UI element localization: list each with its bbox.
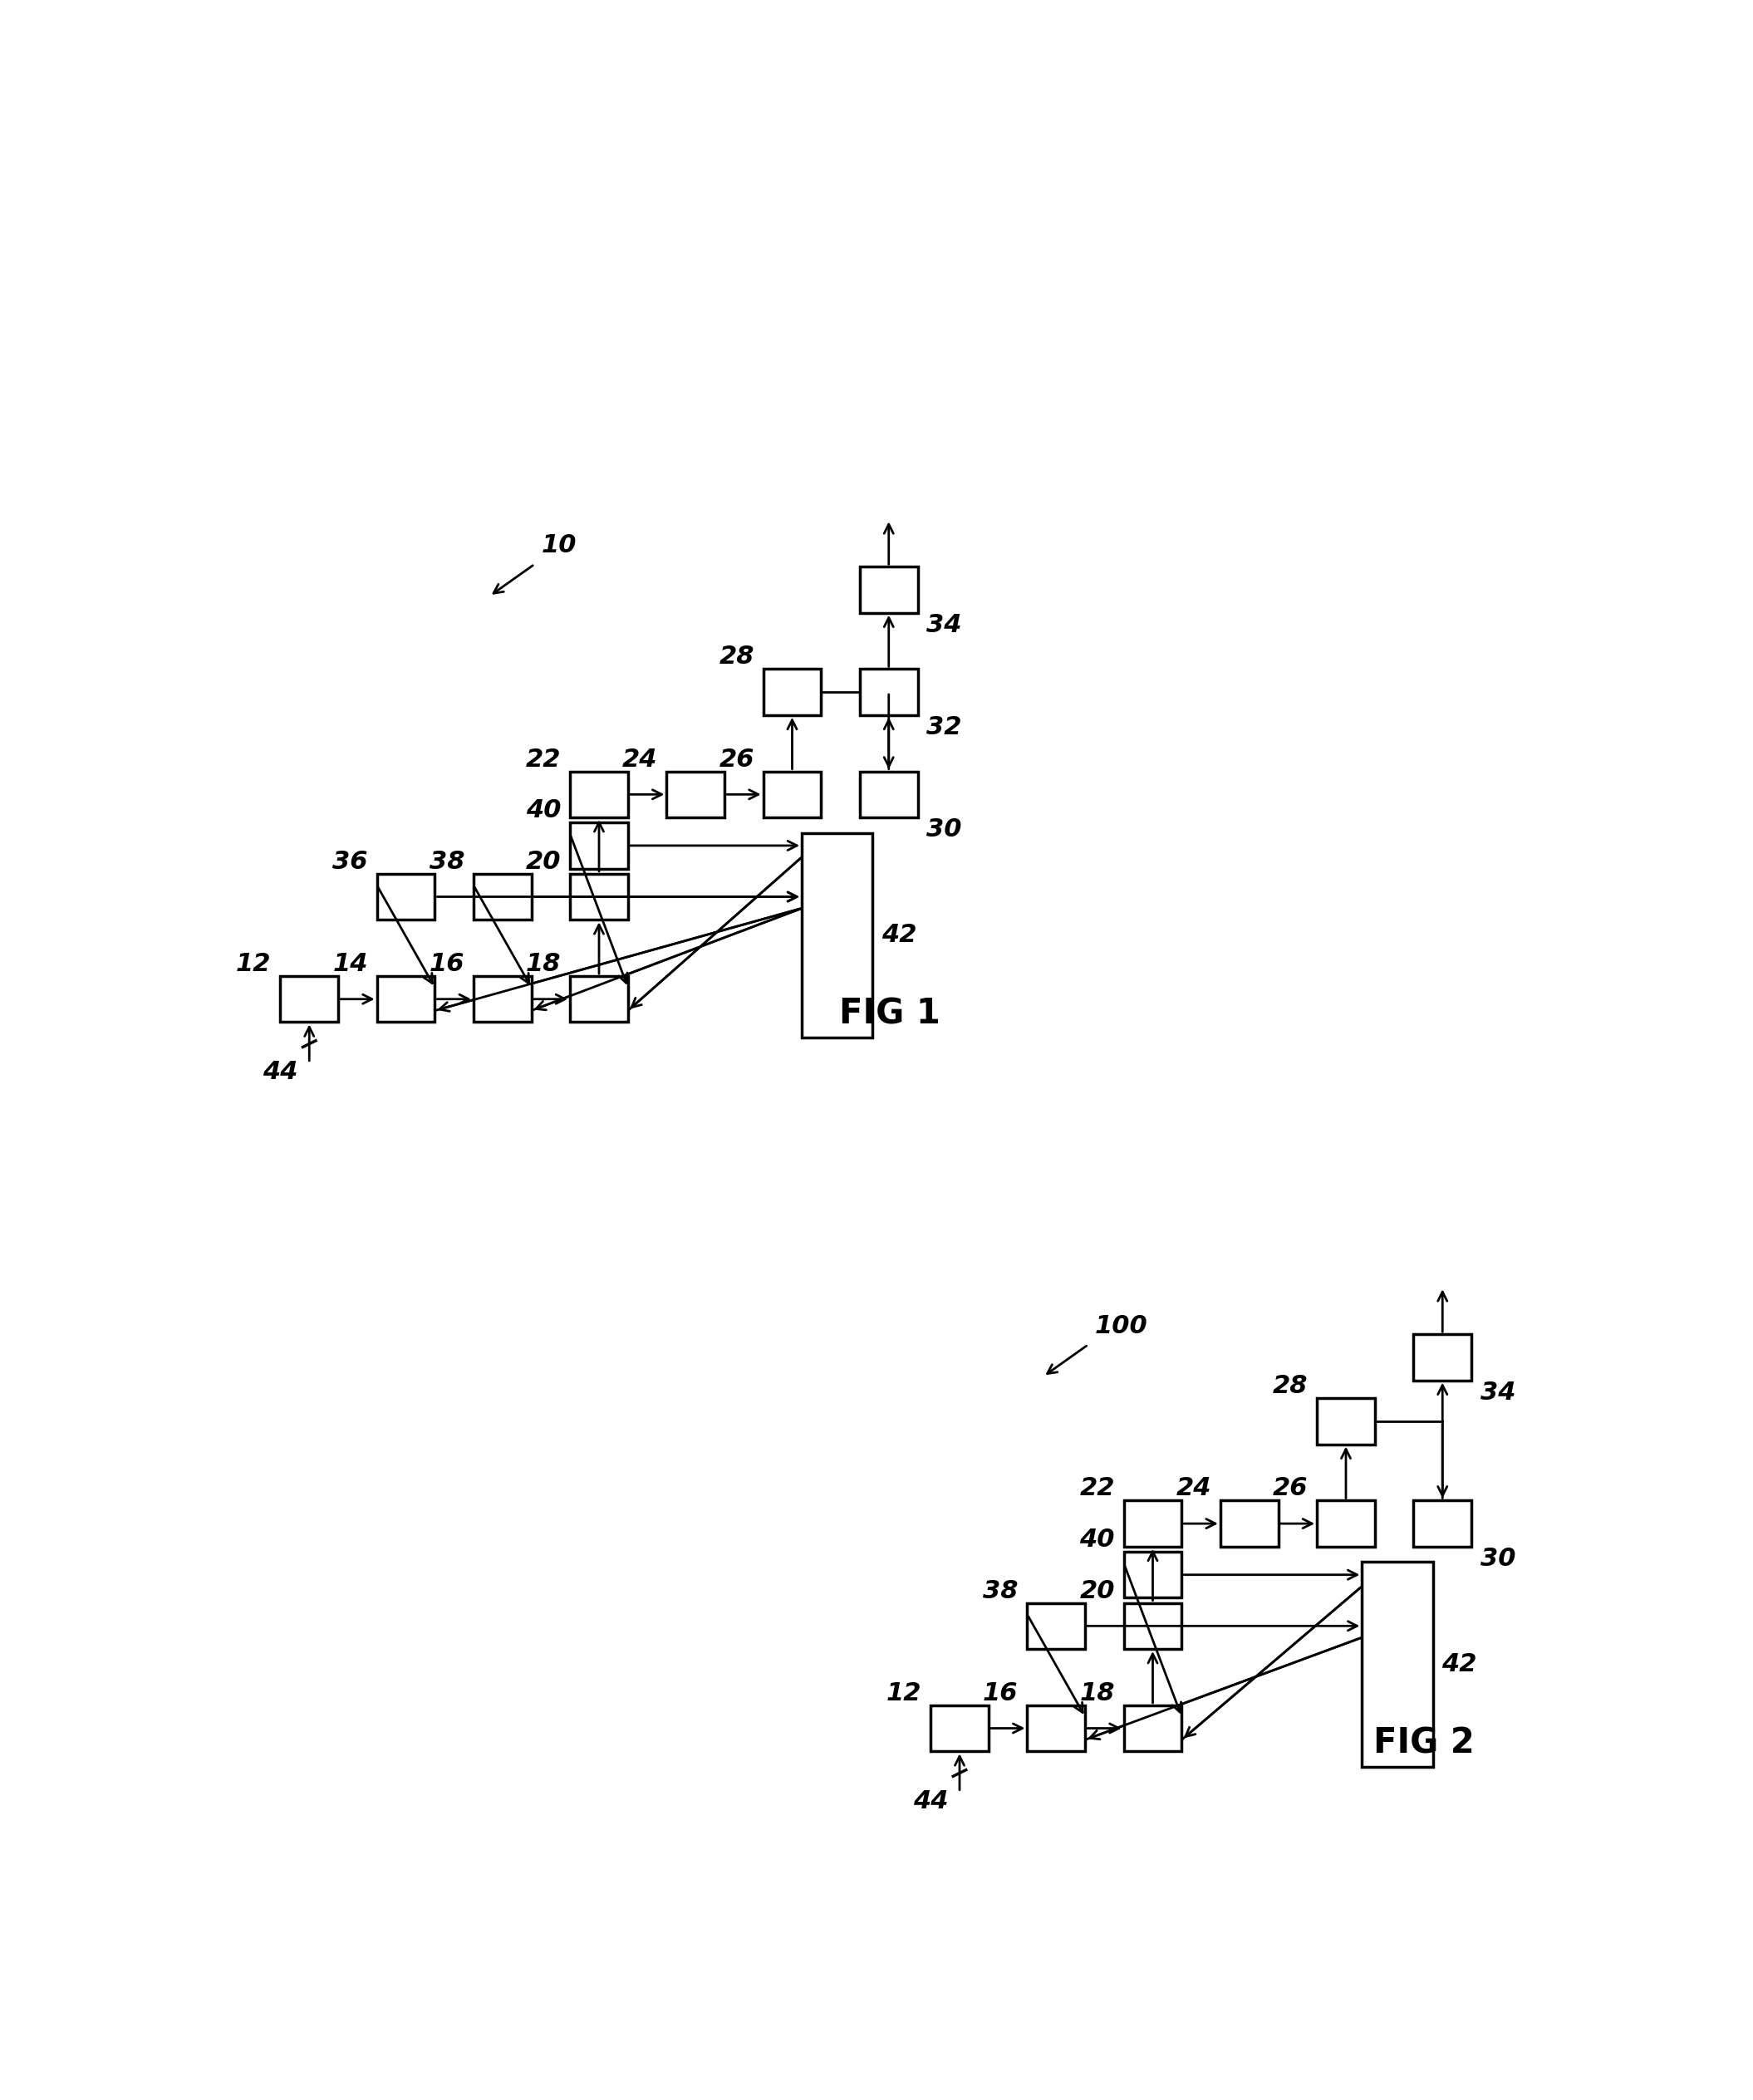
Text: 22: 22 (526, 748, 561, 771)
Text: 44: 44 (263, 1060, 298, 1084)
Text: 24: 24 (622, 748, 657, 771)
Text: 26: 26 (719, 748, 754, 771)
Bar (1124, 1502, 1182, 1546)
Text: 44: 44 (913, 1789, 948, 1812)
Text: 22: 22 (1080, 1476, 1115, 1502)
Bar (1413, 1334, 1471, 1380)
Bar (570, 976, 628, 1023)
Text: 30: 30 (1481, 1546, 1516, 1571)
Bar (280, 976, 338, 1023)
Bar (666, 771, 724, 817)
Bar (1124, 1552, 1182, 1598)
Bar (859, 771, 919, 817)
Text: 28: 28 (719, 645, 754, 670)
Bar (763, 771, 820, 817)
Text: 10: 10 (542, 533, 577, 559)
Text: 20: 20 (1080, 1579, 1115, 1602)
Text: 38: 38 (429, 850, 465, 874)
Bar (1362, 1562, 1432, 1766)
Text: 34: 34 (1481, 1380, 1516, 1405)
Bar (931, 1705, 989, 1751)
Text: 30: 30 (927, 817, 962, 842)
Bar (570, 771, 628, 817)
Text: 16: 16 (429, 951, 465, 976)
Text: FIG 1: FIG 1 (840, 995, 940, 1031)
Text: FIG 2: FIG 2 (1374, 1726, 1474, 1760)
Bar (1124, 1602, 1182, 1648)
Text: 20: 20 (526, 850, 561, 874)
Text: 42: 42 (1443, 1653, 1478, 1676)
Text: 34: 34 (927, 613, 962, 636)
Bar (377, 874, 435, 920)
Bar (1027, 1602, 1085, 1648)
Text: 12: 12 (237, 951, 272, 976)
Bar (1124, 1705, 1182, 1751)
Bar (1220, 1502, 1278, 1546)
Text: 36: 36 (333, 850, 368, 874)
Text: 40: 40 (1080, 1527, 1115, 1552)
Bar (1027, 1705, 1085, 1751)
Text: 100: 100 (1096, 1315, 1148, 1338)
Bar (1317, 1399, 1374, 1445)
Bar (859, 567, 919, 613)
Text: 14: 14 (333, 951, 368, 976)
Text: 12: 12 (887, 1682, 922, 1705)
Bar (763, 670, 820, 716)
Text: 42: 42 (882, 924, 917, 947)
Bar (1317, 1502, 1374, 1546)
Text: 24: 24 (1176, 1476, 1211, 1502)
Text: 18: 18 (526, 951, 561, 976)
Bar (570, 874, 628, 920)
Bar (473, 976, 531, 1023)
Text: 32: 32 (927, 716, 962, 739)
Bar (570, 823, 628, 869)
Text: 40: 40 (526, 798, 561, 823)
Bar (1413, 1502, 1471, 1546)
Text: 26: 26 (1273, 1476, 1308, 1502)
Bar (801, 834, 873, 1037)
Text: 16: 16 (983, 1682, 1018, 1705)
Bar (859, 670, 919, 716)
Text: 18: 18 (1080, 1682, 1115, 1705)
Text: 38: 38 (983, 1579, 1018, 1602)
Bar (473, 874, 531, 920)
Bar (377, 976, 435, 1023)
Text: 28: 28 (1273, 1373, 1308, 1399)
